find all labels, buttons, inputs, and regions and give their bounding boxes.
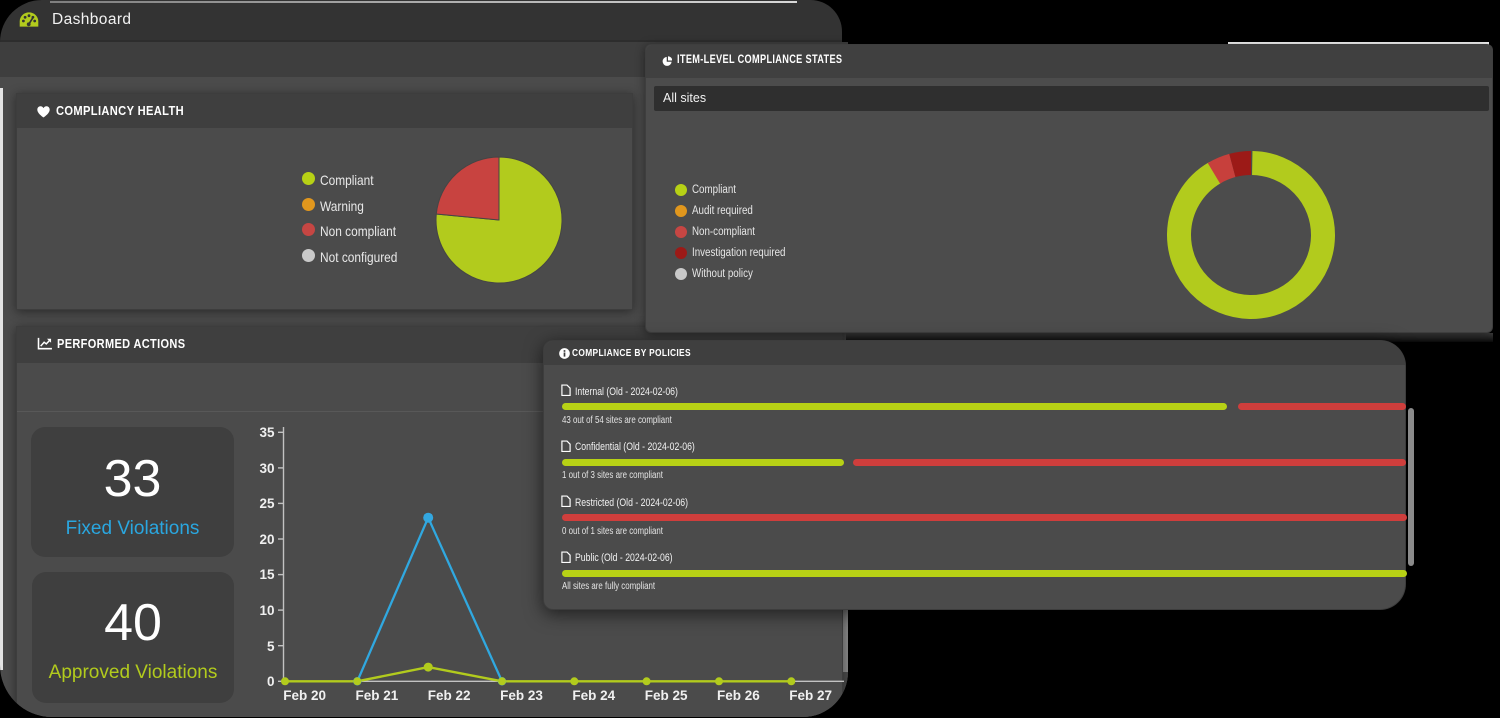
svg-text:0: 0 xyxy=(267,674,275,689)
svg-text:5: 5 xyxy=(267,639,275,654)
svg-text:30: 30 xyxy=(259,461,274,476)
svg-text:Feb 27: Feb 27 xyxy=(789,688,832,703)
svg-text:Feb 25: Feb 25 xyxy=(645,688,688,703)
svg-text:Feb 22: Feb 22 xyxy=(428,688,471,703)
svg-text:Feb 24: Feb 24 xyxy=(572,688,615,703)
svg-text:25: 25 xyxy=(259,496,275,511)
svg-text:Feb 20: Feb 20 xyxy=(283,688,326,703)
svg-text:35: 35 xyxy=(259,425,275,440)
svg-text:20: 20 xyxy=(259,532,274,547)
svg-text:Feb 23: Feb 23 xyxy=(500,688,543,703)
svg-text:Feb 21: Feb 21 xyxy=(356,688,399,703)
svg-text:Feb 26: Feb 26 xyxy=(717,688,760,703)
svg-text:15: 15 xyxy=(259,567,275,582)
svg-text:10: 10 xyxy=(259,603,274,618)
